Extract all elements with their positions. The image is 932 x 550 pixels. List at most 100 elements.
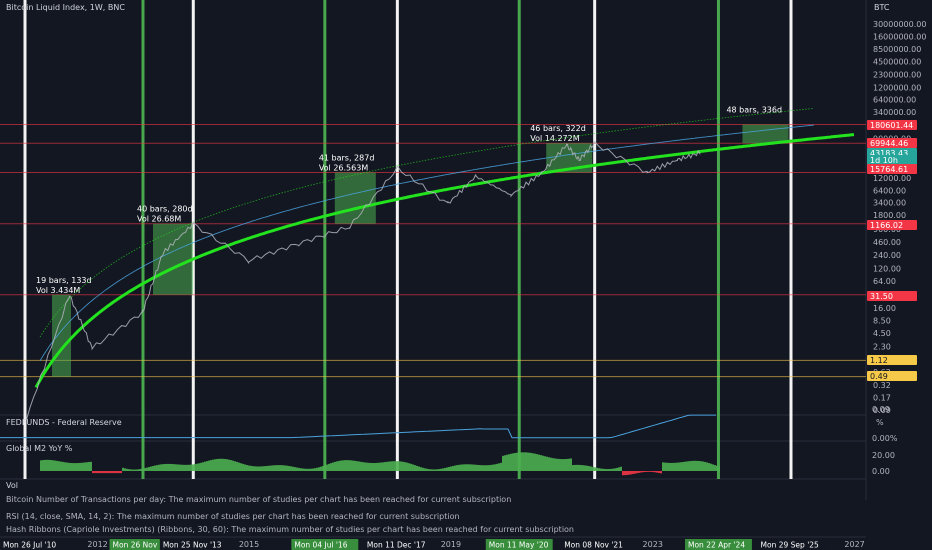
m2-histogram-bar bbox=[44, 459, 46, 471]
m2-histogram-bar bbox=[114, 471, 116, 474]
m2-histogram-bar bbox=[256, 466, 258, 471]
m2-histogram-bar bbox=[360, 461, 362, 471]
m2-histogram-bar bbox=[464, 464, 466, 471]
m2-histogram-bar bbox=[664, 462, 666, 471]
price-tag-bg bbox=[867, 120, 917, 130]
m2-histogram-bar bbox=[704, 461, 706, 471]
m2-histogram-bar bbox=[332, 462, 334, 471]
price-axis-tick: 0.32 bbox=[873, 381, 891, 390]
m2-histogram-bar bbox=[98, 471, 100, 474]
m2-histogram-bar bbox=[248, 465, 250, 471]
m2-histogram-bar bbox=[606, 469, 608, 471]
m2-histogram-bar bbox=[480, 465, 482, 471]
m2-histogram-bar bbox=[236, 461, 238, 471]
m2-histogram-bar bbox=[340, 460, 342, 471]
m2-histogram-bar bbox=[686, 461, 688, 471]
m2-histogram-bar bbox=[72, 463, 74, 471]
m2-histogram-bar bbox=[216, 458, 218, 471]
m2-histogram-bar bbox=[130, 469, 132, 471]
m2-histogram-bar bbox=[310, 468, 312, 471]
cycle-box-bars-label: 40 bars, 280d bbox=[137, 205, 193, 214]
price-tag-value: 0.49 bbox=[870, 372, 888, 381]
m2-histogram-bar bbox=[406, 462, 408, 471]
m2-histogram-bar bbox=[222, 458, 224, 471]
m2-histogram-bar bbox=[266, 465, 268, 471]
price-axis-tick: 0.17 bbox=[873, 393, 891, 402]
cycle-box bbox=[742, 124, 789, 144]
m2-histogram-bar bbox=[566, 458, 568, 471]
price-axis-tick: 240.00 bbox=[873, 251, 901, 260]
m2-histogram-bar bbox=[278, 465, 280, 471]
m2-histogram-bar bbox=[586, 465, 588, 471]
m2-histogram-bar bbox=[514, 453, 516, 471]
m2-histogram-bar bbox=[260, 466, 262, 471]
date-marker-bg bbox=[291, 539, 359, 550]
m2-histogram-bar bbox=[120, 471, 122, 474]
m2-histogram-bar bbox=[618, 467, 620, 471]
m2-histogram-bar bbox=[96, 471, 98, 474]
m2-histogram-bar bbox=[294, 467, 296, 471]
m2-histogram-bar bbox=[622, 471, 624, 476]
m2-histogram-bar bbox=[572, 464, 574, 471]
m2-histogram-bar bbox=[272, 465, 274, 471]
m2-histogram-bar bbox=[500, 462, 502, 471]
m2-histogram-bar bbox=[316, 467, 318, 471]
date-marker-label: Mon 29 Sep '25 bbox=[761, 541, 819, 550]
m2-histogram-bar bbox=[62, 461, 64, 471]
m2-histogram-bar bbox=[570, 458, 572, 471]
m2-histogram-bar bbox=[366, 462, 368, 471]
m2-histogram-bar bbox=[578, 464, 580, 471]
study-error-hash-ribbons: Hash Ribbons (Capriole Investments) (Rib… bbox=[6, 525, 575, 534]
m2-histogram-bar bbox=[330, 463, 332, 471]
m2-histogram-bar bbox=[48, 459, 50, 471]
m2-histogram-bar bbox=[362, 462, 364, 471]
m2-histogram-bar bbox=[700, 461, 702, 471]
m2-histogram-bar bbox=[424, 468, 426, 471]
date-marker-bg bbox=[485, 539, 553, 550]
m2-histogram-bar bbox=[102, 471, 104, 474]
time-axis-year-label: 2012 bbox=[87, 540, 107, 549]
m2-histogram-bar bbox=[138, 469, 140, 471]
m2-histogram-bar bbox=[80, 462, 82, 471]
m2-histogram-bar bbox=[676, 462, 678, 471]
price-axis-tick: 2.30 bbox=[873, 342, 891, 351]
m2-histogram-bar bbox=[640, 471, 642, 473]
m2-histogram-bar bbox=[382, 462, 384, 471]
m2-histogram-bar bbox=[106, 471, 108, 474]
m2-histogram-bar bbox=[636, 471, 638, 474]
m2-histogram-bar bbox=[88, 461, 90, 471]
m2-histogram-bar bbox=[530, 452, 532, 471]
m2-histogram-bar bbox=[158, 464, 160, 471]
price-axis-panel[interactable] bbox=[866, 0, 932, 500]
m2-histogram-bar bbox=[402, 461, 404, 471]
m2-histogram-bar bbox=[404, 462, 406, 471]
m2-histogram-bar bbox=[432, 469, 434, 471]
m2-histogram-bar bbox=[230, 460, 232, 471]
m2-histogram-bar bbox=[520, 452, 522, 471]
m2-histogram-bar bbox=[234, 461, 236, 471]
m2-histogram-bar bbox=[488, 465, 490, 471]
price-axis-tick: 16.00 bbox=[873, 304, 896, 313]
m2-histogram-bar bbox=[418, 466, 420, 471]
m2-histogram-bar bbox=[204, 461, 206, 471]
m2-histogram-bar bbox=[172, 464, 174, 471]
m2-histogram-bar bbox=[302, 468, 304, 471]
m2-histogram-bar bbox=[554, 458, 556, 471]
m2-histogram-bar bbox=[414, 465, 416, 471]
m2-histogram-bar bbox=[580, 464, 582, 471]
m2-histogram-bar bbox=[684, 461, 686, 471]
price-axis-tick: 3400.00 bbox=[873, 199, 906, 208]
price-axis-tick: 4.50 bbox=[873, 329, 891, 338]
m2-histogram-bar bbox=[690, 460, 692, 471]
m2-histogram-bar bbox=[484, 465, 486, 471]
m2-histogram-bar bbox=[528, 452, 530, 471]
m2-histogram-bar bbox=[282, 465, 284, 471]
cycle-lines-layer bbox=[23, 0, 793, 479]
m2-histogram-bar bbox=[652, 471, 654, 473]
m2-histogram-bar bbox=[46, 459, 48, 471]
m2-histogram-bar bbox=[552, 458, 554, 471]
m2-histogram-bar bbox=[596, 467, 598, 471]
m2-histogram-bar bbox=[450, 466, 452, 471]
